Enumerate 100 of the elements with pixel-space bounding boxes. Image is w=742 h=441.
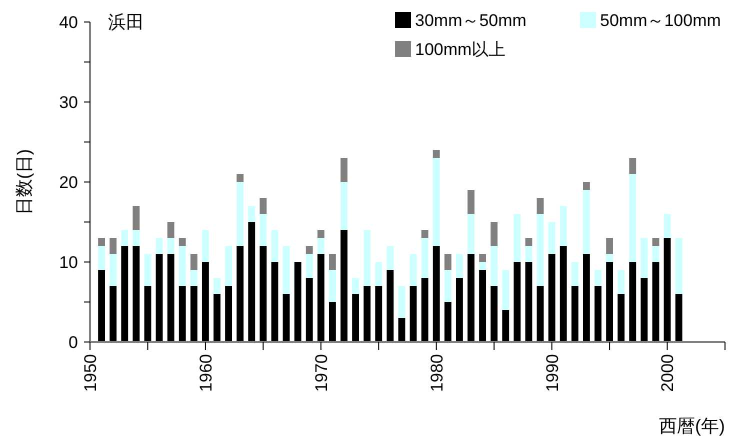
- bar: [260, 198, 267, 214]
- bar: [444, 254, 452, 270]
- bar: [571, 262, 578, 286]
- bar: [248, 222, 256, 342]
- bar: [398, 286, 406, 318]
- bar: [456, 278, 463, 342]
- bar: [582, 182, 590, 190]
- bar: [410, 254, 417, 286]
- bar: [236, 174, 244, 182]
- bar: [606, 254, 614, 262]
- bar: [514, 262, 521, 342]
- bar: [225, 246, 232, 286]
- bar: [282, 294, 290, 342]
- bar: [479, 262, 486, 270]
- bar: [306, 254, 313, 278]
- bar: [571, 286, 578, 342]
- bar: [98, 246, 106, 270]
- bar: [132, 246, 140, 342]
- x-tick-label: 1950: [80, 354, 100, 392]
- bar: [121, 246, 128, 342]
- bar: [340, 230, 348, 342]
- bar: [398, 318, 406, 342]
- bar: [490, 222, 498, 246]
- bar: [502, 310, 510, 342]
- bar: [468, 214, 474, 254]
- bar: [536, 286, 544, 342]
- bar: [548, 222, 556, 254]
- bar: [582, 254, 590, 342]
- y-axis-title: 日数(日): [14, 149, 34, 215]
- bar: [629, 262, 636, 342]
- bar: [421, 230, 428, 238]
- bar: [178, 238, 186, 246]
- bar: [664, 214, 671, 238]
- bar: [606, 238, 614, 254]
- y-tick-label: 20: [59, 172, 78, 192]
- x-axis-title: 西暦(年): [659, 416, 725, 436]
- bar: [652, 246, 660, 262]
- bar: [432, 150, 440, 158]
- bar: [618, 294, 625, 342]
- bar: [225, 286, 232, 342]
- bar: [525, 262, 532, 342]
- bar: [514, 214, 521, 262]
- bar: [317, 238, 324, 254]
- bar: [364, 230, 371, 286]
- bar: [629, 158, 636, 174]
- legend-label: 100mm以上: [415, 40, 506, 59]
- bar: [468, 254, 474, 342]
- y-tick-label: 40: [59, 12, 78, 32]
- bar: [525, 246, 532, 262]
- bar: [214, 278, 220, 294]
- bar: [282, 246, 290, 294]
- bar: [479, 254, 486, 262]
- bar: [156, 238, 163, 254]
- bar: [110, 254, 117, 286]
- bar: [202, 230, 209, 262]
- bar: [456, 254, 463, 278]
- bar: [236, 246, 244, 342]
- bar: [190, 270, 198, 286]
- bar: [352, 278, 360, 294]
- bar: [594, 286, 602, 342]
- bar: [190, 254, 198, 270]
- bar: [328, 254, 336, 270]
- bar: [248, 206, 256, 222]
- bar: [260, 214, 267, 246]
- chart-title: 浜田: [108, 12, 144, 32]
- bar: [132, 230, 140, 246]
- bar: [432, 158, 440, 246]
- bar: [675, 238, 682, 294]
- bar: [640, 278, 648, 342]
- bar: [444, 302, 452, 342]
- bar: [421, 278, 428, 342]
- bar: [340, 158, 348, 182]
- bar: [178, 246, 186, 286]
- bar: [479, 270, 486, 342]
- bar: [594, 270, 602, 286]
- bar: [214, 294, 220, 342]
- y-tick-label: 30: [59, 92, 78, 112]
- bar: [340, 182, 348, 230]
- bar: [98, 238, 106, 246]
- bar: [178, 286, 186, 342]
- bar: [144, 254, 152, 286]
- bar: [652, 238, 660, 246]
- y-tick-label: 10: [59, 252, 78, 272]
- bar: [167, 222, 174, 238]
- x-tick-label: 1990: [542, 354, 562, 392]
- bar: [525, 238, 532, 246]
- bar: [98, 270, 106, 342]
- bar: [629, 174, 636, 262]
- bar: [190, 286, 198, 342]
- bar: [271, 262, 278, 342]
- y-tick-label: 0: [68, 332, 78, 352]
- bar: [410, 286, 417, 342]
- bar: [490, 246, 498, 286]
- bar: [618, 270, 625, 294]
- bar: [675, 294, 682, 342]
- bar: [386, 246, 394, 270]
- bar: [236, 182, 244, 246]
- bar: [468, 190, 474, 214]
- bar: [271, 230, 278, 262]
- bar: [306, 278, 313, 342]
